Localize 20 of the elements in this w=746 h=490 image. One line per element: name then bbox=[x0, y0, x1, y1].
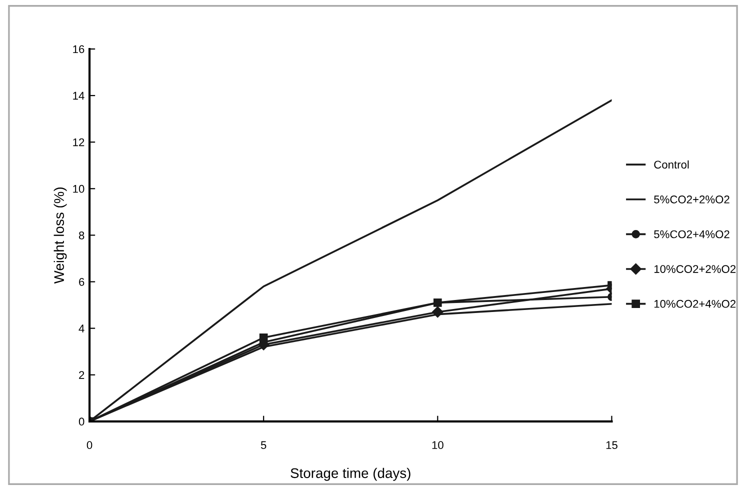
x-tick-label: 5 bbox=[260, 441, 266, 450]
y-tick-label: 8 bbox=[78, 231, 84, 240]
y-tick-label: 0 bbox=[78, 418, 84, 426]
legend-label: 10%CO2+2%O2 bbox=[654, 265, 736, 273]
y-tick-label: 16 bbox=[73, 45, 84, 54]
y-tick-label: 4 bbox=[78, 324, 84, 332]
y-tick-label: 14 bbox=[73, 92, 84, 100]
y-tick-label: 6 bbox=[79, 278, 84, 286]
y-axis-title: Weight loss (%) bbox=[54, 188, 67, 284]
x-tick-label: 15 bbox=[606, 441, 618, 450]
y-tick-label: 10 bbox=[73, 184, 84, 193]
legend-label: 10%CO2+4%O2 bbox=[654, 300, 736, 308]
x-tick-label: 10 bbox=[432, 441, 444, 450]
legend-label: 5%CO2+2%O2 bbox=[654, 196, 730, 204]
legend-label: 5%CO2+4%O2 bbox=[654, 230, 730, 238]
y-tick-label: 2 bbox=[79, 371, 84, 379]
x-tick-label: 0 bbox=[86, 441, 92, 450]
legend-label: Control bbox=[654, 160, 689, 169]
y-tick-label: 12 bbox=[73, 138, 84, 146]
x-axis-title: Storage time (days) bbox=[290, 468, 410, 481]
